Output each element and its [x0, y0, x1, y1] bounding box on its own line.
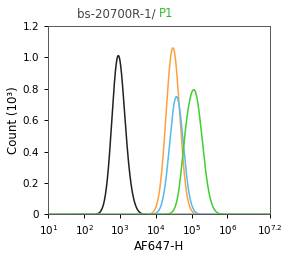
Y-axis label: Count (10³): Count (10³) [7, 86, 20, 154]
Text: bs-20700R-1/: bs-20700R-1/ [77, 7, 159, 20]
Text: P1: P1 [159, 7, 174, 20]
X-axis label: AF647-H: AF647-H [134, 240, 184, 253]
